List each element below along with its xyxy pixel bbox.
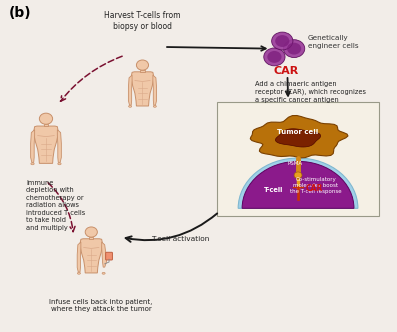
Text: CAR: CAR bbox=[274, 66, 299, 76]
Ellipse shape bbox=[31, 163, 34, 165]
Wedge shape bbox=[242, 161, 354, 208]
Text: Immune
depletion with
chemotherapy or
radiation allows
introduced T cells
to tak: Immune depletion with chemotherapy or ra… bbox=[26, 180, 85, 231]
Polygon shape bbox=[276, 129, 321, 147]
Ellipse shape bbox=[77, 273, 81, 274]
Circle shape bbox=[39, 113, 52, 124]
Polygon shape bbox=[89, 237, 93, 239]
Text: (b): (b) bbox=[9, 6, 31, 20]
Polygon shape bbox=[80, 239, 102, 273]
Polygon shape bbox=[31, 129, 35, 162]
Polygon shape bbox=[34, 126, 58, 163]
Ellipse shape bbox=[153, 106, 156, 107]
Wedge shape bbox=[238, 158, 358, 208]
Polygon shape bbox=[131, 72, 154, 106]
Ellipse shape bbox=[102, 273, 105, 274]
FancyBboxPatch shape bbox=[106, 252, 112, 260]
Polygon shape bbox=[44, 124, 48, 126]
Polygon shape bbox=[250, 116, 348, 158]
Ellipse shape bbox=[129, 106, 132, 107]
Text: Co-stimulatory
molecules boost
the T-cell response: Co-stimulatory molecules boost the T-cel… bbox=[290, 177, 341, 194]
Circle shape bbox=[294, 172, 302, 179]
Polygon shape bbox=[153, 75, 156, 105]
Text: Add a chimaeric antigen
receptor (CAR), which recognizes
a specific cancer antig: Add a chimaeric antigen receptor (CAR), … bbox=[255, 81, 366, 103]
Text: T-cell: T-cell bbox=[264, 187, 283, 193]
Polygon shape bbox=[140, 70, 145, 72]
Text: Infuse cells back into patient,
where they attack the tumor: Infuse cells back into patient, where th… bbox=[50, 299, 153, 312]
Circle shape bbox=[272, 32, 293, 50]
FancyBboxPatch shape bbox=[217, 102, 379, 215]
Text: Harvest T-cells from
biopsy or blood: Harvest T-cells from biopsy or blood bbox=[104, 11, 181, 31]
Circle shape bbox=[264, 48, 285, 66]
Circle shape bbox=[137, 60, 148, 70]
Text: T-cell activation: T-cell activation bbox=[151, 236, 209, 242]
Polygon shape bbox=[128, 75, 132, 105]
Polygon shape bbox=[102, 242, 106, 267]
Polygon shape bbox=[57, 129, 62, 162]
Circle shape bbox=[287, 43, 301, 54]
Text: Tumor cell: Tumor cell bbox=[278, 129, 319, 135]
Circle shape bbox=[283, 40, 305, 57]
Circle shape bbox=[275, 35, 289, 47]
Ellipse shape bbox=[58, 163, 61, 165]
Text: Genetically
engineer cells: Genetically engineer cells bbox=[308, 35, 358, 49]
Circle shape bbox=[85, 227, 97, 237]
Polygon shape bbox=[77, 242, 81, 272]
Circle shape bbox=[267, 51, 281, 63]
Text: CAR: CAR bbox=[305, 184, 322, 193]
Text: PSMA: PSMA bbox=[287, 161, 303, 166]
